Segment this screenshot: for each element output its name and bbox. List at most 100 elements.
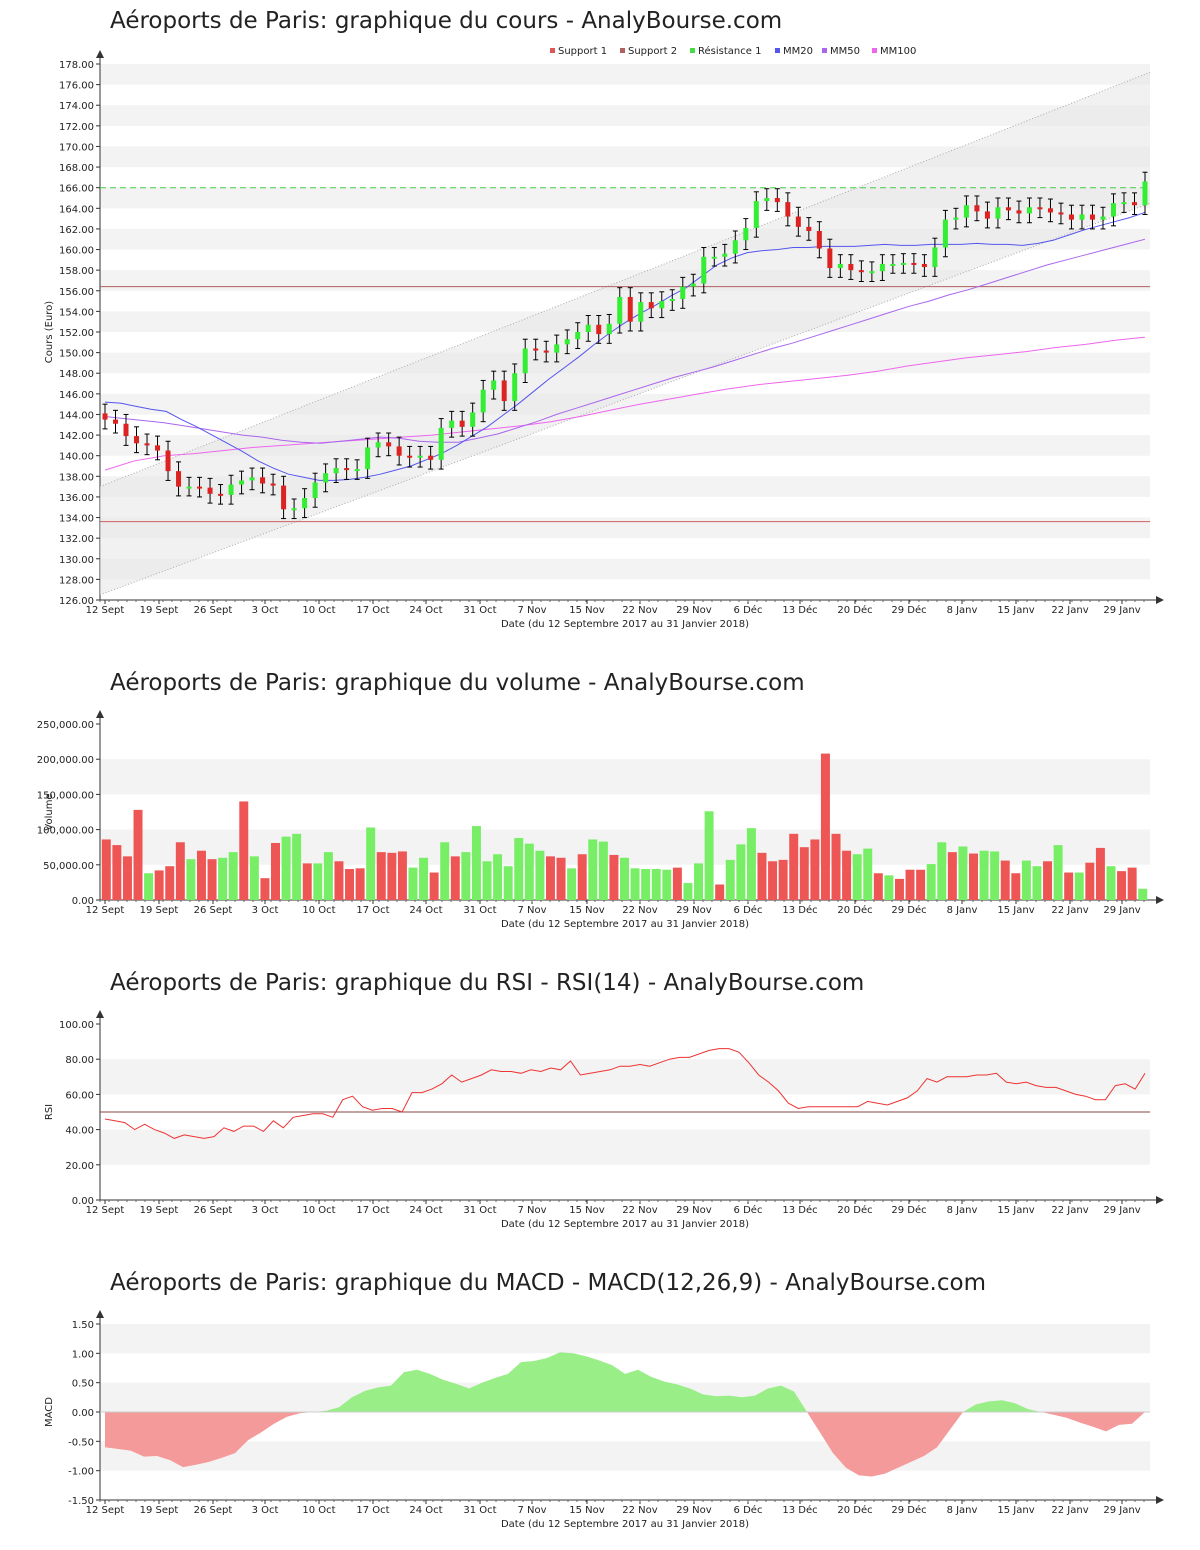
x-tick-label: 19 Sept (140, 1205, 179, 1216)
candle-body (270, 483, 276, 486)
candle-body (585, 324, 591, 332)
volume-bar (598, 841, 608, 900)
candle-body (428, 455, 434, 460)
x-tick-label: 10 Oct (302, 1505, 335, 1516)
y-tick-label: 142.00 (59, 431, 94, 442)
x-tick-label: 20 Déc (837, 1504, 872, 1516)
volume-bar (905, 869, 915, 900)
x-axis-arrow (1156, 1196, 1164, 1204)
y-tick-label: 166.00 (59, 184, 94, 195)
volume-bar (503, 866, 513, 900)
candle-body (848, 263, 854, 271)
candle-body (113, 419, 119, 424)
macd-negative-area (807, 1412, 963, 1477)
volume-bar (408, 867, 418, 900)
volume-bar (820, 753, 830, 900)
volume-bar (683, 883, 693, 900)
x-tick-label: 13 Déc (782, 1204, 817, 1216)
x-tick-label: 15 Janv (997, 1505, 1034, 1516)
x-tick-label: 29 Déc (891, 1204, 926, 1216)
volume-bar (292, 833, 302, 900)
volume-bar (524, 843, 534, 900)
candle-body (134, 436, 140, 444)
volume-bar (122, 856, 132, 900)
legend-swatch (822, 48, 827, 53)
y-tick-label: 176.00 (59, 81, 94, 92)
candle-body (417, 455, 423, 458)
grid-band (100, 759, 1150, 795)
candle-body (617, 296, 623, 324)
grid-band (100, 558, 1150, 580)
y-tick-label: 134.00 (59, 514, 94, 525)
x-tick-label: 22 Nov (622, 1205, 658, 1216)
y-axis-arrow (96, 1310, 104, 1318)
x-tick-label: 15 Janv (997, 1205, 1034, 1216)
y-tick-label: -1.00 (68, 1467, 94, 1478)
mm50-line (104, 238, 1146, 444)
x-axis-arrow (1156, 1496, 1164, 1504)
candle-body (470, 412, 476, 427)
y-tick-label: 132.00 (59, 534, 94, 545)
y-tick-label: 0.00 (72, 896, 94, 907)
volume-bar (1011, 873, 1021, 900)
volume-bar (1021, 860, 1031, 900)
candle-body (575, 332, 581, 340)
candle-body (1100, 216, 1106, 220)
x-tick-label: 26 Sept (194, 605, 233, 616)
macd-chart: -1.50 -1.00 -0.50 0.00 0.50 1.00 1.50 12 Sept 19… (44, 1310, 1164, 1530)
candle-body (837, 263, 843, 269)
x-tick-label: 6 Déc (734, 1204, 763, 1216)
legend-label: Support 1 (558, 46, 607, 57)
candle-body (1047, 208, 1053, 213)
candle-body (260, 477, 266, 484)
macd-positive-area (313, 1352, 807, 1412)
candle-body (344, 468, 350, 471)
y-tick-label: 150.00 (59, 349, 94, 360)
candle-body (155, 445, 161, 451)
volume-bar (1053, 845, 1063, 900)
x-tick-label: 7 Nov (517, 905, 546, 916)
x-tick-label: 24 Oct (409, 1505, 442, 1516)
volume-bar (662, 869, 672, 900)
volume-bar (493, 854, 503, 900)
volume-bar (545, 856, 555, 900)
candle-body (690, 283, 696, 287)
candle-body (1016, 210, 1022, 214)
candle-body (554, 344, 560, 353)
candle-body (449, 420, 455, 428)
candle-body (669, 299, 675, 302)
y-tick-label: 20.00 (65, 1161, 94, 1172)
volume-bar (482, 861, 492, 900)
x-tick-label: 29 Janv (1103, 905, 1140, 916)
y-tick-label: 168.00 (59, 163, 94, 174)
legend-label: MM50 (830, 46, 860, 57)
volume-bar (969, 853, 978, 900)
volume-bar (894, 878, 904, 900)
x-tick-label: 6 Déc (734, 904, 763, 916)
volume-bar (535, 850, 545, 900)
x-tick-label: 15 Nov (569, 905, 605, 916)
volume-bar (937, 842, 947, 900)
candle-body (1037, 207, 1043, 210)
x-tick-label: 8 Janv (947, 1505, 978, 1516)
y-tick-label: -0.50 (68, 1437, 94, 1448)
candle-body (144, 443, 150, 446)
volume-bar (873, 873, 883, 900)
y-tick-label: 136.00 (59, 493, 94, 504)
candle-body (512, 373, 518, 402)
x-tick-label: 7 Nov (517, 1205, 546, 1216)
x-tick-label: 3 Oct (252, 1505, 279, 1516)
volume-bar (567, 868, 577, 900)
y-tick-label: 144.00 (59, 410, 94, 421)
y-tick-label: 156.00 (59, 287, 94, 298)
rsi-chart-title: Aéroports de Paris: graphique du RSI - R… (110, 970, 865, 996)
volume-bar (694, 863, 704, 900)
volume-bar (926, 864, 936, 900)
candle-body (543, 350, 549, 353)
candle-body (1068, 214, 1074, 220)
candle-body (228, 484, 234, 495)
mm100-line (104, 336, 1146, 471)
candle-body (165, 450, 171, 472)
macd-negative-area (1041, 1412, 1145, 1432)
volume-bar (1043, 861, 1053, 900)
